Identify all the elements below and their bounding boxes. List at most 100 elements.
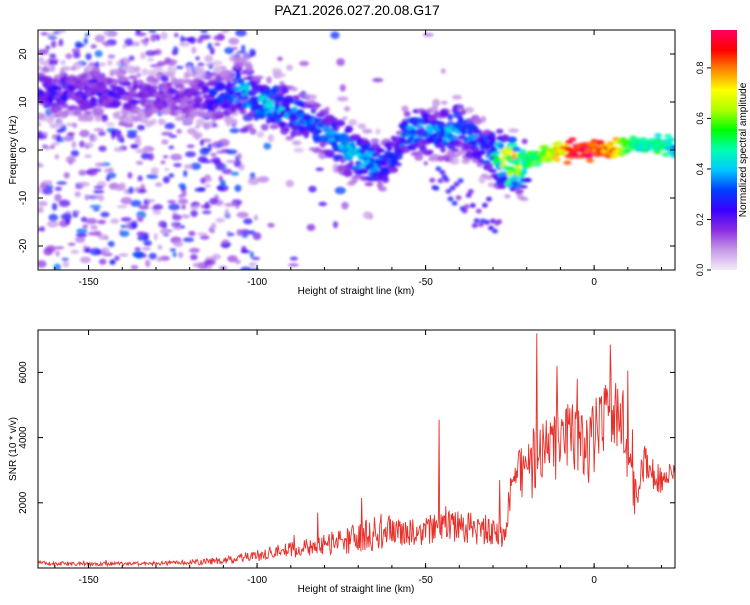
spectrogram-noise-cell <box>54 154 60 160</box>
spectrogram-noise-cell <box>333 221 338 229</box>
spectrogram-noise-cell <box>120 217 132 222</box>
colorbar-tick-label: 0.8 <box>695 62 705 75</box>
spectrogram-ridge-cell <box>521 167 528 176</box>
spectrogram-noise-cell <box>38 49 49 55</box>
snr-y-tick-label: 4000 <box>18 426 29 449</box>
spectrogram-noise-cell <box>249 251 254 259</box>
spectrogram-noise-cell <box>153 204 164 211</box>
spectrogram-noise-cell <box>45 45 51 50</box>
spectrogram-noise-cell <box>185 151 196 158</box>
spectrogram-noise-cell <box>195 56 200 61</box>
spectrogram-ridge-cell <box>336 164 347 170</box>
spectrogram-ridge-cell <box>150 118 157 126</box>
spectrogram-noise-cell <box>202 147 213 152</box>
spectrogram-noise-cell <box>60 213 72 221</box>
spectrogram-ridge-cell <box>391 159 399 164</box>
spectrogram-ridge-cell <box>38 64 42 72</box>
spectrogram-noise-cell <box>236 50 247 54</box>
spectrogram-branch-cell <box>435 166 442 172</box>
spectrogram-ridge-cell <box>195 118 205 127</box>
spectrogram-ridge-cell <box>457 116 464 123</box>
spectrogram-ridge-cell <box>297 92 307 98</box>
spectrogram-noise-cell <box>137 235 149 241</box>
spectrogram-noise-cell <box>229 127 240 134</box>
spectrogram-noise-cell <box>110 129 122 137</box>
spectrogram-noise-cell <box>93 230 102 237</box>
spectrogram-noise-cell <box>75 236 86 243</box>
spectrogram-noise-cell <box>132 251 145 258</box>
spectrogram-noise-cell <box>126 132 138 139</box>
spectrogram-noise-cell <box>285 179 294 188</box>
spectrogram-noise-cell <box>200 204 212 209</box>
spectrogram-noise-cell <box>55 250 60 257</box>
spectrogram-ridge-cell <box>60 60 66 65</box>
spectrogram-branch-cell <box>451 200 458 206</box>
spectrogram-noise-cell <box>221 239 230 245</box>
spectrogram-noise-cell <box>150 167 159 175</box>
spectrogram-noise-cell <box>113 147 124 152</box>
spectrogram-ridge-cell <box>373 177 384 182</box>
spectrogram-noise-cell <box>48 213 59 222</box>
spectrogram-ridge-cell <box>184 70 192 78</box>
spectrogram-ridge-cell <box>519 196 529 202</box>
spectrogram-branch-cell <box>467 189 474 194</box>
spectrogram-ridge-cell <box>440 146 446 153</box>
spectrogram-ridge-cell <box>49 64 56 73</box>
spectrogram-noise-cell <box>56 128 64 133</box>
spectrogram-noise-cell <box>119 182 126 191</box>
spectrogram-noise-cell <box>215 150 227 154</box>
spectrogram-branch-cell <box>488 225 494 231</box>
spectrogram-noise-cell <box>120 224 128 229</box>
spectrogram-noise-cell <box>263 142 272 150</box>
spectrogram-noise-cell <box>217 138 230 147</box>
spectrogram-noise-cell <box>171 50 178 56</box>
spectrogram-noise-cell <box>181 190 187 197</box>
spectrogram-noise-cell <box>318 201 328 207</box>
spectrogram-noise-cell <box>186 144 195 148</box>
spectrogram-ridge-cell <box>194 97 202 105</box>
spectrogram-noise-cell <box>343 106 351 112</box>
spectrogram-ridge-cell <box>508 142 518 148</box>
spectrogram-noise-cell <box>98 131 106 137</box>
colorbar: 0.0 0.2 0.4 0.6 0.8 Normalized spectral ampl… <box>695 30 749 276</box>
spectrogram-noise-cell <box>137 124 146 131</box>
spectrogram-noise-cell <box>158 220 167 228</box>
spectrogram-noise-cell <box>160 31 168 40</box>
spectrogram-noise-cell <box>174 32 179 38</box>
colorbar-tick-label: 0.0 <box>695 264 705 277</box>
spectrogram-ridge-cell <box>202 121 214 129</box>
spectrogram-ridge-cell <box>72 82 81 87</box>
snr-x-tick-label: 0 <box>591 575 597 586</box>
spectrogram-noise-cell <box>224 202 237 207</box>
spectrogram-noise-cell <box>154 182 163 187</box>
spectrogram-ridge-cell <box>111 78 119 87</box>
spectrogram-ridge-cell <box>121 81 132 86</box>
spectrogram-noise-cell <box>85 53 92 61</box>
spectrogram-noise-cell <box>225 160 236 163</box>
spectrogram-noise-cell <box>168 145 175 150</box>
spectrogram-ridge-cell <box>471 145 480 153</box>
spectrogram-ridge-cell <box>464 107 474 114</box>
spectrogram-branch-cell <box>496 219 503 225</box>
spectrogram-ridge-cell <box>89 102 98 107</box>
spectrogram-noise-cell <box>244 68 255 76</box>
spectrogram-noise-cell <box>107 167 114 173</box>
spectrogram-noise-cell <box>249 230 256 235</box>
spectrogram-ridge-cell <box>432 98 441 107</box>
spectrogram-noise-cell <box>90 134 98 142</box>
spectrogram-ridge-cell <box>452 157 460 165</box>
snr-x-tick-label: -50 <box>418 575 433 586</box>
spectrogram-noise-cell <box>74 41 83 49</box>
spectrogram-noise-cell <box>140 152 150 160</box>
spectrogram-ridge-cell <box>237 95 246 100</box>
spectrogram-noise-cell <box>38 260 47 268</box>
spectrogram-noise-cell <box>130 143 139 149</box>
spectrogram-noise-cell <box>234 259 241 265</box>
spectrogram-noise-cell <box>104 237 109 240</box>
spectrogram-ridge-cell <box>105 122 115 127</box>
spectrogram-ridge-cell <box>113 112 121 120</box>
spectrogram-ridge-cell <box>198 110 209 118</box>
spectrogram-ridge-cell <box>227 82 236 88</box>
